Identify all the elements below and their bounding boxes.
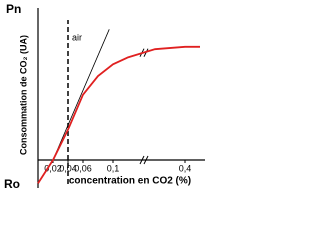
- y-bottom-label: Ro: [4, 177, 20, 191]
- air-label: air: [72, 32, 82, 42]
- x-tick-label: 0,02: [44, 163, 62, 173]
- page: {"chart_data":{"type":"line", "y_top_lab…: [4, 2, 205, 192]
- y-axis-label: Consommation de CO₂ (UA): [18, 35, 28, 155]
- x-tick-label: 0,4: [179, 163, 192, 173]
- x-tick-label: 0,04: [59, 163, 77, 173]
- y-top-label: Pn: [6, 2, 21, 16]
- x-tick-label: 0,1: [107, 163, 120, 173]
- tangent: [52, 29, 110, 161]
- curve: [37, 45, 200, 184]
- x-axis-label: concentration en CO2 (%): [69, 176, 191, 187]
- chart: Pn Ro Consommation de CO₂ (UA) concentra…: [4, 2, 205, 191]
- x-tick-label: 0,06: [74, 163, 92, 173]
- axis-break: [139, 155, 145, 165]
- axis-break: [143, 155, 149, 165]
